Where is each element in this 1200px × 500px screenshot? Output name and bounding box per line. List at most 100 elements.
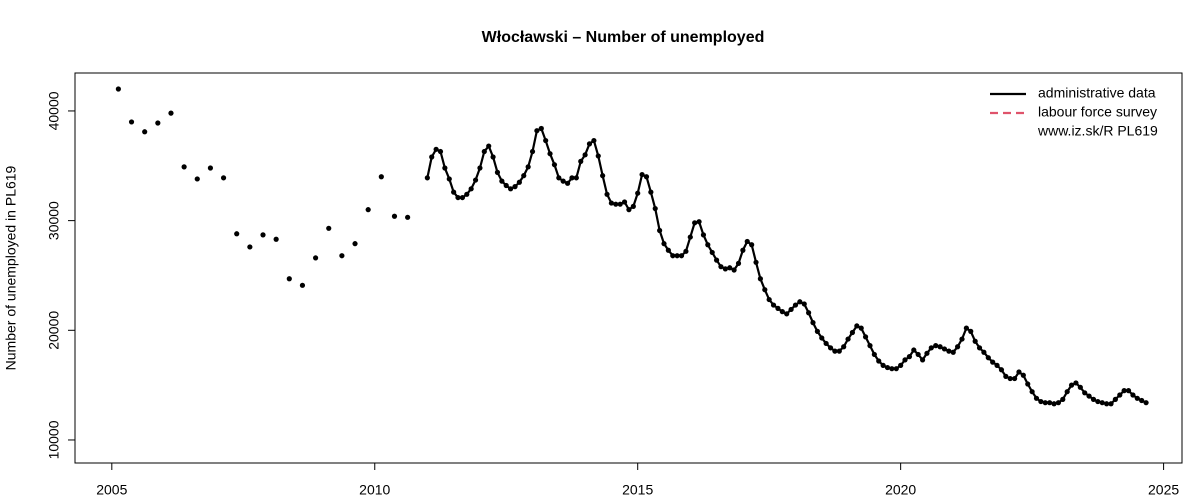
data-point: [915, 351, 921, 358]
data-point: [142, 129, 148, 135]
data-point: [1007, 375, 1013, 382]
x-tick-label: 2010: [359, 482, 390, 498]
data-point: [507, 186, 514, 192]
data-point: [1068, 382, 1075, 388]
data-point: [976, 345, 983, 351]
data-point: [468, 186, 474, 192]
data-point: [299, 282, 306, 288]
data-point: [556, 175, 562, 181]
data-point: [613, 201, 619, 207]
data-point: [1064, 389, 1070, 395]
x-tick-label: 2005: [96, 482, 127, 498]
data-point: [569, 175, 575, 181]
data-point: [876, 358, 882, 364]
data-point: [972, 338, 978, 344]
data-point: [352, 241, 358, 247]
data-point: [1112, 396, 1118, 402]
data-point: [924, 350, 930, 356]
data-point: [849, 329, 856, 336]
data-point: [889, 366, 895, 372]
data-point: [998, 367, 1005, 373]
data-point: [1134, 395, 1140, 401]
data-point: [906, 354, 913, 360]
data-point: [1121, 388, 1127, 394]
data-point: [247, 244, 253, 250]
data-point: [1077, 384, 1083, 390]
data-point: [867, 343, 873, 349]
data-point: [727, 265, 733, 271]
data-point: [1029, 389, 1035, 395]
data-point: [705, 242, 711, 248]
data-point: [749, 242, 755, 248]
data-point: [534, 128, 540, 134]
data-point: [595, 153, 601, 159]
data-point: [845, 336, 851, 342]
x-tick-label: 2015: [622, 482, 653, 498]
data-point: [538, 125, 544, 132]
data-point: [735, 260, 742, 266]
data-point: [1012, 375, 1018, 382]
data-point: [207, 165, 214, 171]
data-point: [955, 344, 961, 350]
data-point: [1033, 395, 1040, 401]
data-point: [459, 194, 466, 201]
data-point: [1099, 400, 1105, 406]
data-point: [155, 120, 161, 126]
data-point: [841, 344, 847, 350]
y-axis-label: Number of unemployed in PL619: [3, 165, 19, 370]
data-point: [608, 200, 615, 206]
data-point: [286, 276, 292, 282]
chart-title: Włocławski – Number of unemployed: [482, 29, 765, 46]
data-point: [521, 173, 527, 179]
data-point: [687, 234, 693, 240]
data-point: [486, 143, 492, 149]
data-point: [1143, 400, 1149, 406]
data-point: [718, 264, 724, 270]
data-point: [442, 165, 448, 171]
data-point: [1139, 397, 1145, 404]
data-point: [551, 162, 558, 168]
data-point: [670, 253, 676, 259]
data-point: [731, 267, 737, 273]
data-point: [801, 301, 807, 307]
data-point: [985, 355, 991, 361]
data-point: [880, 362, 886, 368]
x-tick-label: 2020: [885, 482, 916, 498]
data-point: [1003, 373, 1009, 379]
data-point: [806, 310, 812, 316]
data-point: [326, 225, 332, 231]
data-point: [1073, 380, 1079, 386]
data-point: [433, 146, 439, 152]
data-point: [1130, 392, 1136, 398]
data-point: [446, 176, 452, 182]
data-point: [709, 249, 715, 256]
data-point: [661, 241, 667, 247]
data-point: [617, 201, 623, 207]
data-point: [832, 348, 838, 354]
data-point: [494, 169, 501, 175]
data-point: [194, 176, 200, 182]
data-point: [959, 336, 965, 342]
data-point: [792, 302, 799, 308]
data-point: [1104, 401, 1110, 407]
data-point: [234, 231, 240, 237]
data-point: [884, 364, 891, 371]
data-point: [678, 253, 685, 259]
data-point: [643, 174, 650, 180]
data-point: [635, 190, 641, 196]
data-point: [797, 299, 803, 305]
data-point: [168, 110, 174, 116]
data-point: [919, 357, 926, 363]
data-point: [946, 348, 952, 354]
data-point: [775, 305, 781, 311]
data-point: [560, 178, 566, 184]
data-point: [490, 154, 496, 160]
data-point: [740, 247, 746, 253]
data-point: [1090, 396, 1097, 402]
data-point: [312, 255, 319, 261]
data-point: [928, 345, 934, 351]
data-point: [582, 152, 588, 158]
data-point: [788, 306, 794, 313]
data-point: [339, 253, 345, 259]
data-point: [871, 351, 877, 358]
